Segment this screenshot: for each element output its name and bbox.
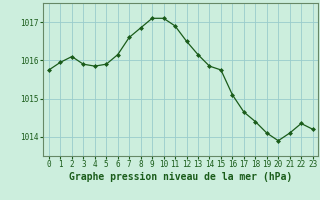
X-axis label: Graphe pression niveau de la mer (hPa): Graphe pression niveau de la mer (hPa) (69, 172, 292, 182)
